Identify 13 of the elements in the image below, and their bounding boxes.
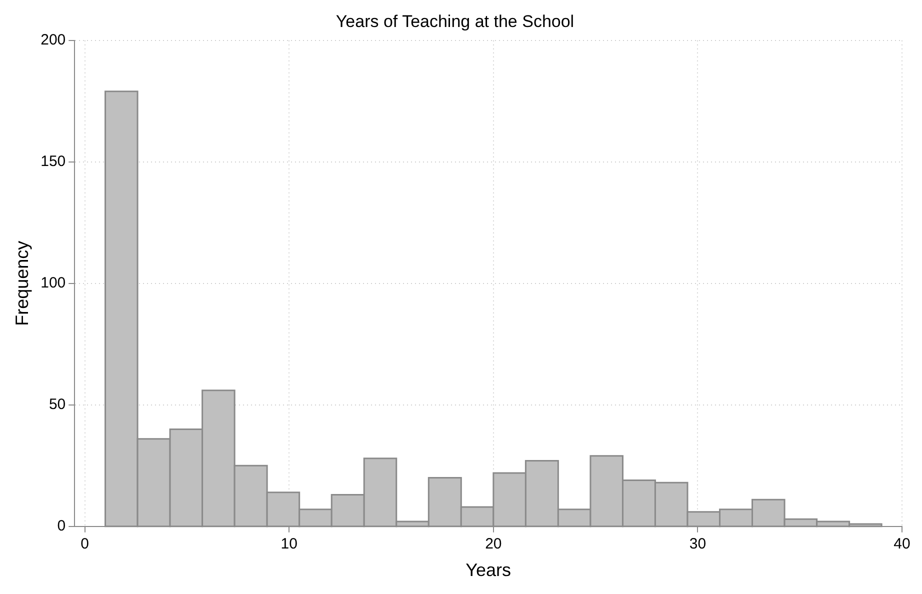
chart-title: Years of Teaching at the School <box>336 12 574 31</box>
y-tick-label: 50 <box>48 396 66 414</box>
x-tick-label: 20 <box>485 536 502 553</box>
x-tick-label: 10 <box>280 536 298 553</box>
x-tick-label: 30 <box>689 536 706 553</box>
x-tick-label: 0 <box>80 536 90 553</box>
y-tick-label: 0 <box>57 518 66 535</box>
y-tick-label: 200 <box>40 32 66 49</box>
y-axis-title: Frequency <box>12 240 32 326</box>
x-axis-title: Years <box>466 560 511 580</box>
y-tick-label: 100 <box>40 274 66 292</box>
x-tick-label: 40 <box>894 536 910 553</box>
y-tick-label: 150 <box>40 153 66 170</box>
